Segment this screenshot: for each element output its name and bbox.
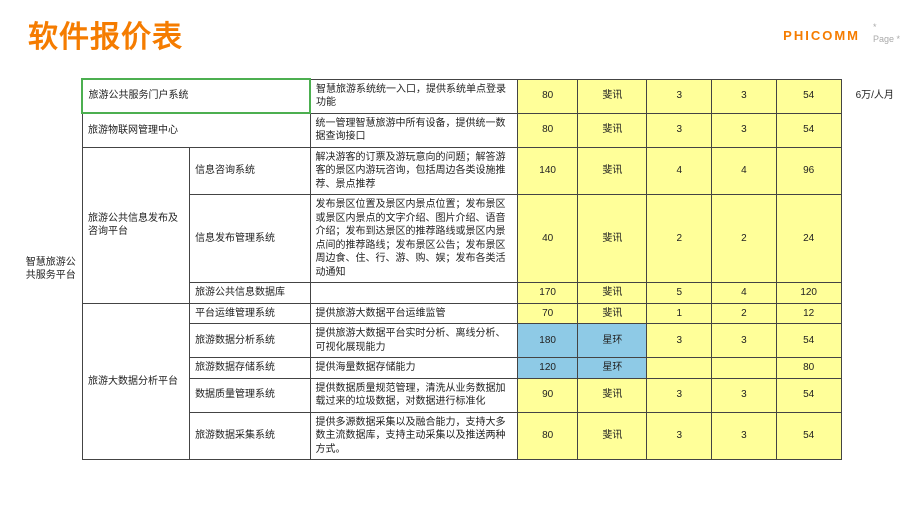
pricing-table-container: 智慧旅游公共服务平台 旅游公共服务门户系统 智慧旅游系统统一入口，提供系统单点登… — [20, 78, 908, 460]
desc-cell: 解决游客的订票及游玩意向的问题；解答游客的景区内游玩咨询，包括周边各类设施推荐、… — [310, 147, 517, 195]
system-cell: 信息咨询系统 — [190, 147, 310, 195]
num-cell: 3 — [647, 79, 712, 113]
empty-cell — [841, 378, 908, 412]
num-cell: 80 — [518, 412, 578, 460]
side-category: 智慧旅游公共服务平台 — [20, 79, 82, 460]
num-cell: 54 — [776, 378, 841, 412]
num-cell: 70 — [518, 303, 578, 324]
num-cell: 5 — [647, 283, 712, 304]
num-cell: 54 — [776, 412, 841, 460]
empty-cell — [841, 324, 908, 358]
system-cell: 数据质量管理系统 — [190, 378, 310, 412]
num-cell: 24 — [776, 195, 841, 283]
num-cell: 140 — [518, 147, 578, 195]
num-cell: 斐讯 — [578, 79, 647, 113]
num-cell: 120 — [518, 358, 578, 379]
num-cell: 2 — [712, 303, 777, 324]
system-cell: 旅游数据采集系统 — [190, 412, 310, 460]
num-cell: 2 — [647, 195, 712, 283]
num-cell: 斐讯 — [578, 195, 647, 283]
rate-cell: 6万/人月 — [841, 79, 908, 113]
brand-logo: PHICOMM — [783, 28, 860, 43]
system-cell: 旅游数据分析系统 — [190, 324, 310, 358]
num-cell: 4 — [647, 147, 712, 195]
module-cell: 旅游公共服务门户系统 — [82, 79, 310, 113]
table-row: 智慧旅游公共服务平台 旅游公共服务门户系统 智慧旅游系统统一入口，提供系统单点登… — [20, 79, 908, 113]
system-cell: 平台运维管理系统 — [190, 303, 310, 324]
num-cell: 80 — [518, 79, 578, 113]
module-cell: 旅游大数据分析平台 — [82, 303, 189, 460]
num-cell: 3 — [647, 412, 712, 460]
page-title: 软件报价表 — [28, 12, 183, 56]
system-cell: 旅游公共信息数据库 — [190, 283, 310, 304]
page-marker: * Page * — [873, 22, 900, 45]
empty-cell — [841, 113, 908, 147]
num-cell: 3 — [712, 79, 777, 113]
num-cell: 斐讯 — [578, 113, 647, 147]
system-cell: 信息发布管理系统 — [190, 195, 310, 283]
system-cell: 旅游数据存储系统 — [190, 358, 310, 379]
num-cell: 3 — [647, 324, 712, 358]
num-cell: 54 — [776, 324, 841, 358]
num-cell: 40 — [518, 195, 578, 283]
desc-cell: 提供旅游大数据平台运维监管 — [310, 303, 517, 324]
desc-cell: 提供海量数据存储能力 — [310, 358, 517, 379]
table-row: 旅游大数据分析平台 平台运维管理系统 提供旅游大数据平台运维监管 70 斐讯 1… — [20, 303, 908, 324]
num-cell: 90 — [518, 378, 578, 412]
num-cell: 斐讯 — [578, 303, 647, 324]
empty-cell — [841, 195, 908, 283]
empty-cell — [841, 358, 908, 379]
num-cell: 1 — [647, 303, 712, 324]
empty-cell — [841, 283, 908, 304]
num-cell: 3 — [712, 412, 777, 460]
num-cell: 斐讯 — [578, 412, 647, 460]
num-cell: 12 — [776, 303, 841, 324]
desc-cell: 智慧旅游系统统一入口，提供系统单点登录功能 — [310, 79, 517, 113]
num-cell: 80 — [518, 113, 578, 147]
num-cell — [647, 358, 712, 379]
num-cell: 3 — [647, 113, 712, 147]
num-cell: 120 — [776, 283, 841, 304]
desc-cell: 发布景区位置及景区内景点位置；发布景区或景区内景点的文字介绍、图片介绍、语音介绍… — [310, 195, 517, 283]
num-cell: 4 — [712, 147, 777, 195]
num-cell: 斐讯 — [578, 147, 647, 195]
desc-cell: 统一管理智慧旅游中所有设备，提供统一数据查询接口 — [310, 113, 517, 147]
table-row: 旅游物联网管理中心 统一管理智慧旅游中所有设备，提供统一数据查询接口 80 斐讯… — [20, 113, 908, 147]
num-cell: 3 — [712, 113, 777, 147]
num-cell — [712, 358, 777, 379]
num-cell: 4 — [712, 283, 777, 304]
num-cell: 星环 — [578, 358, 647, 379]
desc-cell — [310, 283, 517, 304]
empty-cell — [841, 303, 908, 324]
num-cell: 星环 — [578, 324, 647, 358]
page-marker-bottom: Page * — [873, 34, 900, 46]
empty-cell — [841, 147, 908, 195]
pricing-table: 智慧旅游公共服务平台 旅游公共服务门户系统 智慧旅游系统统一入口，提供系统单点登… — [20, 78, 908, 460]
num-cell: 3 — [647, 378, 712, 412]
table-row: 旅游公共信息发布及咨询平台 信息咨询系统 解决游客的订票及游玩意向的问题；解答游… — [20, 147, 908, 195]
num-cell: 180 — [518, 324, 578, 358]
desc-cell: 提供数据质量规范管理，清洗从业务数据加载过来的垃圾数据，对数据进行标准化 — [310, 378, 517, 412]
num-cell: 2 — [712, 195, 777, 283]
desc-cell: 提供旅游大数据平台实时分析、离线分析、可视化展现能力 — [310, 324, 517, 358]
num-cell: 3 — [712, 324, 777, 358]
num-cell: 80 — [776, 358, 841, 379]
desc-cell: 提供多源数据采集以及融合能力，支持大多数主流数据库，支持主动采集以及推送两种方式… — [310, 412, 517, 460]
page-marker-top: * — [873, 22, 900, 34]
num-cell: 3 — [712, 378, 777, 412]
module-cell: 旅游物联网管理中心 — [82, 113, 310, 147]
num-cell: 170 — [518, 283, 578, 304]
module-cell: 旅游公共信息发布及咨询平台 — [82, 147, 189, 303]
num-cell: 54 — [776, 113, 841, 147]
num-cell: 斐讯 — [578, 378, 647, 412]
num-cell: 96 — [776, 147, 841, 195]
num-cell: 斐讯 — [578, 283, 647, 304]
empty-cell — [841, 412, 908, 460]
num-cell: 54 — [776, 79, 841, 113]
